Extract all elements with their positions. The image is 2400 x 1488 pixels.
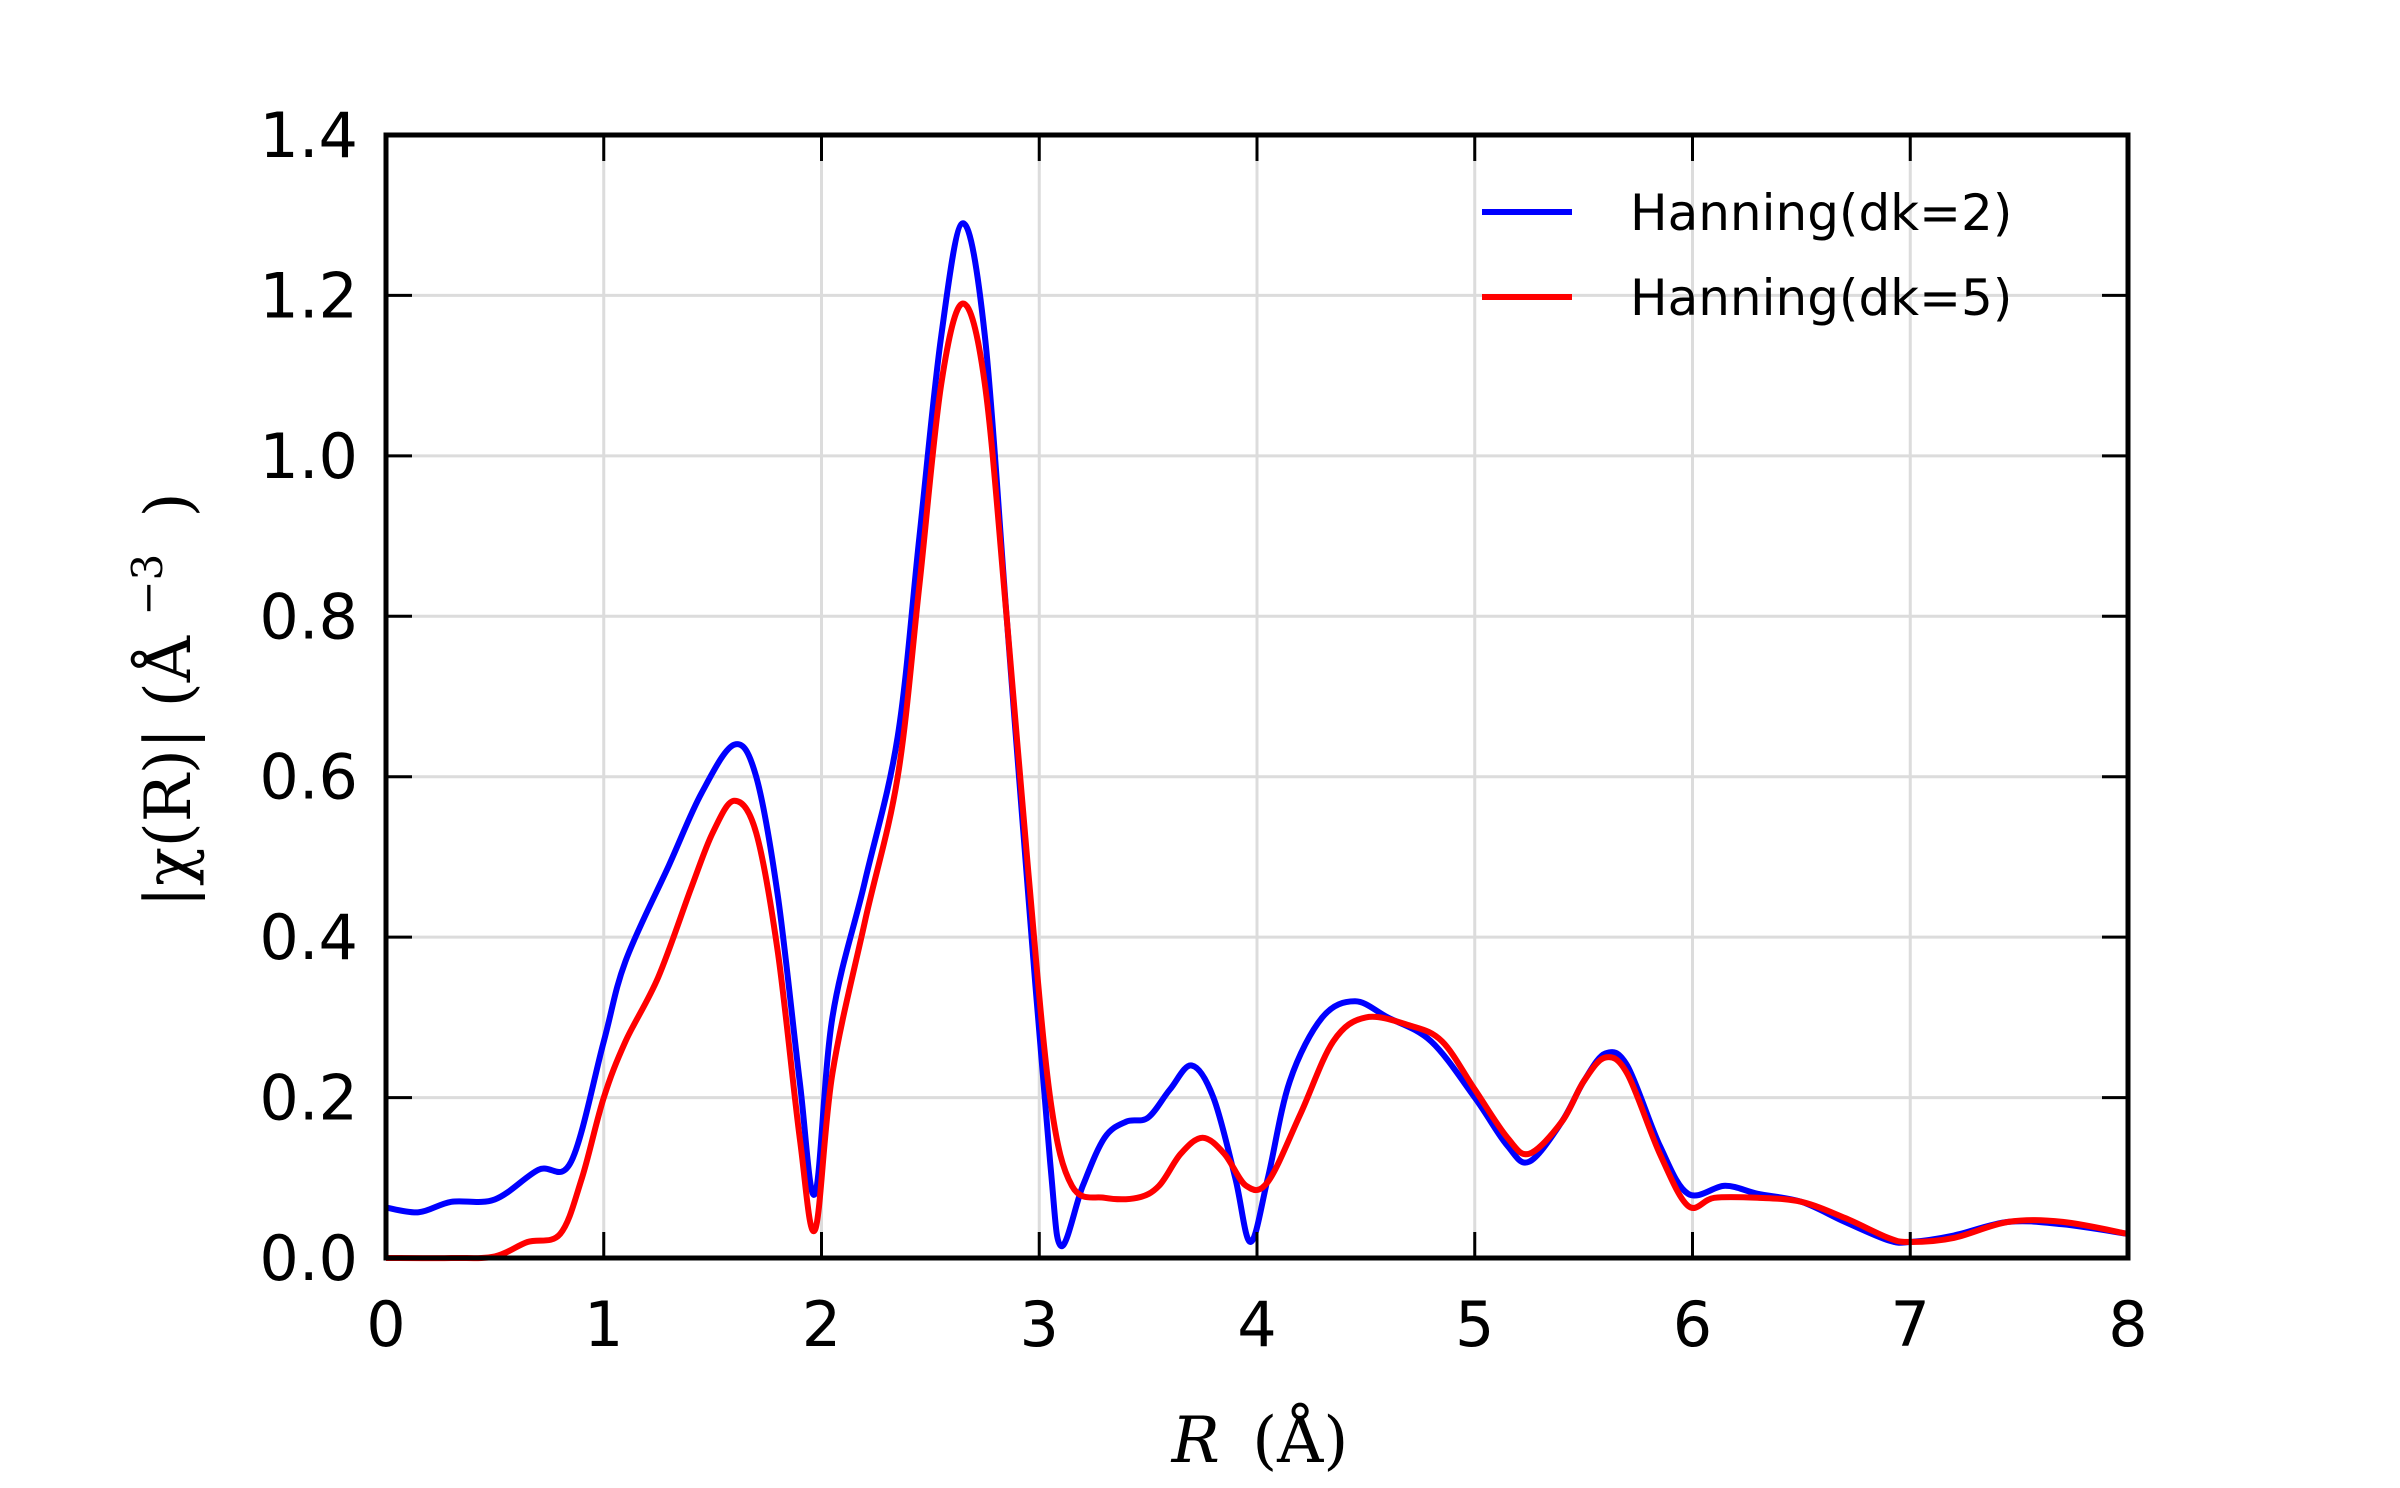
- x-tick-label: 5: [1455, 1288, 1494, 1361]
- legend-label-1: Hanning(dk=2): [1630, 184, 2012, 242]
- series-line-2: [385, 300, 2129, 1262]
- y-tick-label: 0.4: [259, 901, 358, 974]
- x-tick-label: 7: [1891, 1288, 1930, 1361]
- x-axis-label: R (Å): [1171, 1403, 1349, 1478]
- x-tick-label: 8: [2108, 1288, 2147, 1361]
- y-tick-label: 0.2: [259, 1062, 358, 1135]
- y-tick-label: 1.2: [259, 259, 358, 332]
- y-tick-label: 1.0: [259, 420, 358, 493]
- y-tick-label: 0.8: [259, 580, 358, 653]
- plot-frame: [383, 132, 2131, 1261]
- y-tick-labels: 0.0 0.2 0.4 0.6 0.8 1.0 1.2 1.4: [259, 99, 358, 1295]
- x-tick-label: 1: [584, 1288, 623, 1361]
- x-tick-labels: 0 1 2 3 4 5 6 7 8: [366, 1288, 2147, 1361]
- legend: Hanning(dk=2) Hanning(dk=5): [1482, 184, 2012, 327]
- y-tick-label: 1.4: [259, 99, 358, 172]
- series-lines: [385, 220, 2129, 1262]
- x-tick-label: 6: [1673, 1288, 1712, 1361]
- y-axis-exponent: −3: [123, 554, 172, 616]
- x-tick-label: 0: [366, 1288, 405, 1361]
- y-axis-label: |χ(R)| (Å −3 ): [104, 492, 206, 907]
- legend-label-2: Hanning(dk=5): [1630, 269, 2012, 327]
- x-tick-label: 3: [1020, 1288, 1059, 1361]
- x-tick-label: 2: [802, 1288, 841, 1361]
- y-tick-label: 0.0: [259, 1222, 358, 1295]
- y-axis-close: ): [132, 492, 206, 517]
- y-tick-label: 0.6: [259, 741, 358, 814]
- x-axis-unit: (Å): [1252, 1403, 1348, 1478]
- y-axis-text: |χ(R)| (Å: [131, 635, 206, 907]
- x-axis-symbol: R: [1171, 1404, 1220, 1478]
- x-tick-label: 4: [1237, 1288, 1276, 1361]
